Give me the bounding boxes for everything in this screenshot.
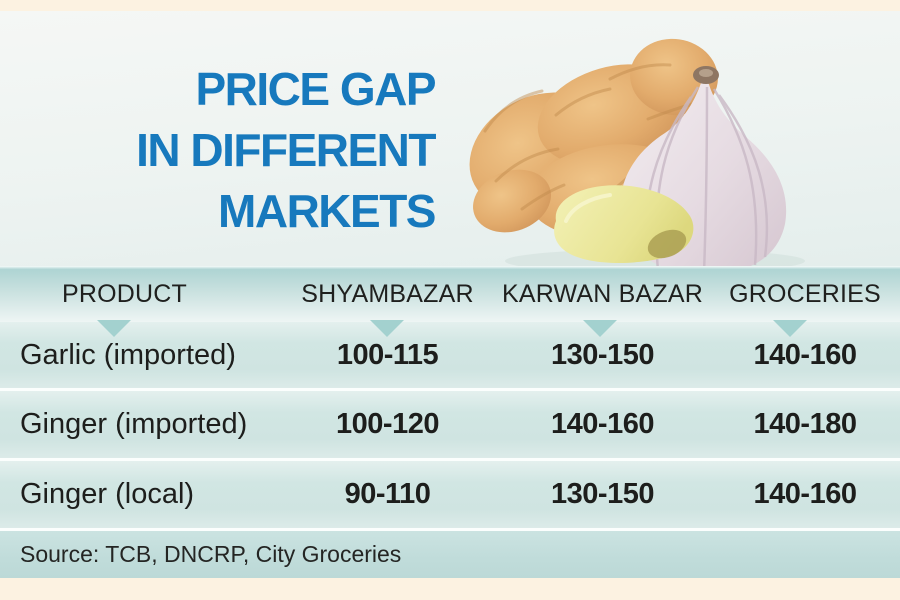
price-range: 140-160: [753, 338, 857, 371]
table-row: Ginger (imported) 100-120 140-160 140-18…: [0, 391, 900, 458]
product-name: Garlic (imported): [20, 338, 236, 371]
price-range: 140-160: [551, 408, 654, 440]
triangle-marker-product: [97, 320, 131, 337]
table-header-row: PRODUCT SHYAMBAZAR KARWAN BAZAR GROCERIE…: [0, 266, 900, 322]
column-header-product: PRODUCT: [62, 279, 188, 308]
row-divider: [0, 388, 900, 391]
source-text: Source: TCB, DNCRP, City Groceries: [20, 541, 402, 567]
price-range: 130-150: [551, 478, 654, 510]
row-divider: [0, 458, 900, 461]
ginger-icon: [469, 38, 718, 238]
price-range: 100-120: [336, 408, 439, 440]
price-range: 130-150: [551, 338, 654, 371]
table-row: Ginger (local) 90-110 130-150 140-160: [0, 461, 900, 528]
product-name: Ginger (imported): [20, 408, 248, 440]
hero-section: PRICE GAP IN DIFFERENT MARKETS: [0, 11, 900, 275]
price-range: 100-115: [336, 338, 439, 371]
ginger-garlic-illustration: [469, 38, 805, 275]
title-line-3: MARKETS: [218, 185, 436, 237]
price-range: 140-180: [753, 408, 857, 440]
title-line-2: IN DIFFERENT: [136, 124, 436, 176]
row-divider: [0, 528, 900, 531]
title-line-1: PRICE GAP: [195, 63, 436, 115]
column-header-shyambazar: SHYAMBAZAR: [301, 279, 474, 308]
triangle-marker-shyambazar: [370, 320, 404, 337]
column-header-karwan-bazar: KARWAN BAZAR: [501, 279, 704, 308]
product-name: Ginger (local): [20, 478, 195, 510]
garlic-clove-icon: [554, 185, 694, 263]
table-row: Garlic (imported) 100-115 130-150 140-16…: [0, 322, 900, 388]
price-range: 90-110: [344, 478, 431, 510]
triangle-marker-groceries: [773, 320, 807, 337]
price-range: 140-160: [753, 478, 857, 510]
column-header-groceries: GROCERIES: [729, 279, 881, 308]
triangle-marker-karwan-bazar: [583, 320, 617, 337]
source-footer: Source: TCB, DNCRP, City Groceries: [0, 531, 900, 578]
page-title: PRICE GAP IN DIFFERENT MARKETS: [136, 59, 436, 242]
